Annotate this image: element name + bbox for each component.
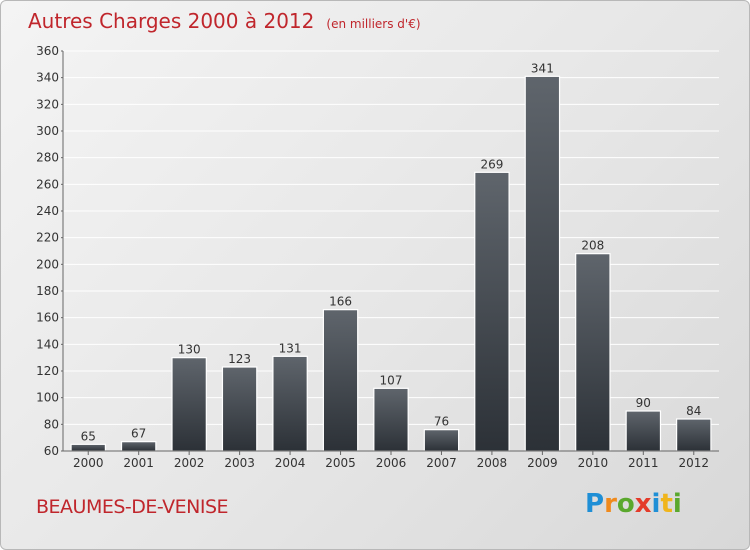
data-label: 341 [531,61,554,75]
x-tick-label: 2003 [224,456,255,470]
x-axis: 2000 2001 2002 2003 2004 2005 2006 2007 2008 2009… [63,450,719,470]
y-tick-label: 200 [36,257,59,271]
bar-2002 [171,357,207,452]
proxiti-logo: Proxiti [585,489,682,519]
data-label: 208 [581,239,604,253]
bar-2007 [423,429,460,452]
bar-2000 [70,443,106,452]
y-tick-label: 240 [36,204,59,218]
x-tick-label: 2006 [376,456,407,470]
x-tick-label: 2007 [426,456,457,470]
y-tick-label: 280 [36,151,59,165]
y-tick-label: 340 [36,71,59,85]
data-label: 65 [81,429,96,443]
y-tick-label: 220 [36,231,59,245]
x-tick-label: 2004 [275,456,306,470]
logo-letter: x [634,489,652,519]
bar-2003 [221,366,258,452]
data-label: 76 [434,415,449,429]
logo-letter: i [672,489,682,519]
bar-2009 [524,75,561,452]
y-tick-label: 60 [44,444,59,458]
data-label: 123 [228,352,251,366]
x-tick-label: 2010 [578,456,609,470]
bar-2006 [373,387,409,452]
bar-2005 [322,309,359,452]
y-tick-label: 160 [36,311,59,325]
x-tick-label: 2012 [678,456,709,470]
data-label: 269 [480,157,503,171]
x-tick-label: 2005 [325,456,356,470]
y-tick-label: 300 [36,124,59,138]
bars: 65 67 130 123 131 166 107 76 269 341 208 90 84 [70,61,712,452]
bar-2008 [474,171,510,452]
bar-2004 [272,355,308,452]
y-tick-label: 80 [44,417,59,431]
y-tick-label: 360 [36,44,59,58]
data-label: 107 [380,373,403,387]
logo-letter: r [604,489,617,519]
y-tick-label: 320 [36,97,59,111]
x-tick-label: 2001 [123,456,154,470]
data-label: 131 [279,341,302,355]
bar-2011 [625,410,662,452]
x-tick-label: 2009 [527,456,558,470]
x-tick-label: 2008 [477,456,508,470]
y-axis: 60 80 100 120 140 160 180 200 220 240 260 280 300 320… [36,44,64,458]
y-tick-label: 180 [36,284,59,298]
bar-2001 [120,441,157,452]
title-line: Autres Charges 2000 à 2012 (en milliers d… [28,9,421,33]
x-tick-label: 2000 [73,456,104,470]
logo-letter: t [660,489,673,519]
city-name: BEAUMES-DE-VENISE [36,496,229,518]
chart-title: Autres Charges 2000 à 2012 [28,9,315,33]
logo-letter: o [616,489,635,519]
bar-2010 [575,253,611,452]
data-label: 90 [636,396,651,410]
y-tick-label: 120 [36,364,59,378]
logo-letter: P [585,489,605,519]
x-tick-label: 2002 [174,456,205,470]
x-tick-label: 2011 [628,456,659,470]
data-label: 67 [131,427,146,441]
data-label: 130 [178,343,201,357]
chart-subtitle: (en milliers d'€) [326,17,421,31]
y-tick-label: 260 [36,177,59,191]
data-label: 166 [329,295,352,309]
bar-2012 [676,418,712,452]
logo-letter: i [651,489,661,519]
data-label: 84 [686,404,701,418]
y-tick-label: 100 [36,391,59,405]
y-tick-label: 140 [36,337,59,351]
